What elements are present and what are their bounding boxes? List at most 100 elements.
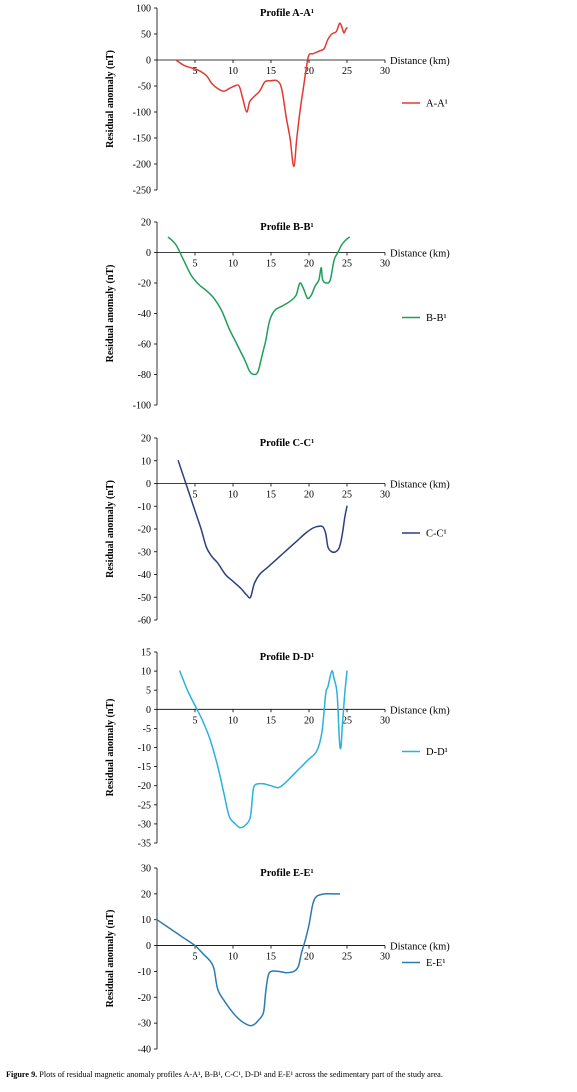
caption-label: Figure 9.: [6, 1070, 38, 1079]
x-tick-label: 20: [304, 715, 314, 726]
y-tick-label: -30: [138, 1019, 151, 1030]
series-line-1: [177, 460, 348, 599]
y-axis-label: Residual anomaly (nT): [105, 699, 116, 797]
y-tick-label: -250: [133, 186, 151, 197]
legend-label: B-B¹: [426, 313, 447, 324]
x-tick-label: 25: [342, 952, 352, 963]
x-tick-label: 30: [380, 66, 390, 77]
y-tick-label: -5: [143, 724, 151, 735]
x-tick-label: 15: [266, 952, 276, 963]
y-tick-label: 0: [146, 705, 151, 716]
x-tick-label: 20: [304, 952, 314, 963]
x-axis-label: Distance (km): [390, 705, 450, 716]
y-tick-label: -100: [133, 108, 151, 119]
x-tick-label: 10: [228, 952, 238, 963]
x-tick-label: 10: [228, 259, 238, 270]
x-tick-label: 5: [193, 715, 198, 726]
x-tick-label: 15: [266, 259, 276, 270]
y-tick-label: -40: [138, 1045, 151, 1056]
x-axis-label: Distance (km): [390, 56, 450, 67]
y-tick-label: -20: [138, 525, 151, 536]
x-tick-label: 5: [193, 259, 198, 270]
chart-title: Profile C-C¹: [260, 438, 315, 449]
y-tick-label: -80: [138, 370, 151, 381]
chart-4: 15 10 5 0 -5 -10 -15 -20 -25 -30 -35 5 10 15 20 25 30Dis…: [105, 648, 450, 850]
x-tick-label: 25: [342, 715, 352, 726]
y-tick-label: -200: [133, 160, 151, 171]
series-line-1: [156, 892, 341, 1027]
y-tick-label: -20: [138, 279, 151, 290]
x-tick-label: 10: [228, 490, 238, 501]
chart-1: 100 50 0 -50 -100 -150 -200 -250 5 10 15 20 25 30Dist…: [105, 4, 450, 197]
legend-label: C-C¹: [426, 529, 447, 540]
figure-caption: Figure 9. Plots of residual magnetic ano…: [6, 1069, 574, 1080]
legend-label: A-A¹: [426, 99, 448, 110]
x-tick-label: 5: [193, 952, 198, 963]
y-tick-label: 10: [141, 667, 151, 678]
y-tick-label: 0: [146, 479, 151, 490]
y-tick-label: -10: [138, 743, 151, 754]
x-axis-label: Distance (km): [390, 480, 450, 491]
y-tick-label: 20: [141, 434, 151, 445]
y-tick-label: -40: [138, 570, 151, 581]
y-tick-label: -35: [138, 839, 151, 850]
y-tick-label: -25: [138, 800, 151, 811]
x-tick-label: 20: [304, 490, 314, 501]
y-tick-label: 20: [141, 889, 151, 900]
y-axis-label: Residual anomaly (nT): [105, 480, 116, 578]
y-tick-label: -50: [138, 593, 151, 604]
y-tick-label: -150: [133, 134, 151, 145]
x-tick-label: 10: [228, 715, 238, 726]
y-tick-label: 0: [146, 56, 151, 67]
chart-title: Profile B-B¹: [260, 222, 313, 233]
x-tick-label: 25: [342, 66, 352, 77]
chart-title: Profile E-E¹: [260, 868, 313, 879]
chart-title: Profile A-A¹: [260, 8, 314, 19]
x-tick-label: 20: [304, 259, 314, 270]
y-tick-label: 5: [146, 686, 151, 697]
x-tick-label: 20: [304, 66, 314, 77]
y-tick-label: 100: [136, 4, 151, 15]
x-tick-label: 10: [228, 66, 238, 77]
x-tick-label: 15: [266, 715, 276, 726]
x-tick-label: 15: [266, 490, 276, 501]
y-tick-label: -20: [138, 781, 151, 792]
y-tick-label: 50: [141, 30, 151, 41]
y-tick-label: 0: [146, 248, 151, 259]
x-tick-label: 25: [342, 259, 352, 270]
y-axis-label: Residual anomaly (nT): [105, 50, 116, 148]
x-tick-label: 15: [266, 66, 276, 77]
y-axis-label: Residual anomaly (nT): [105, 265, 116, 363]
x-tick-label: 5: [193, 66, 198, 77]
y-tick-label: -50: [138, 82, 151, 93]
x-tick-label: 30: [380, 715, 390, 726]
y-tick-label: -60: [138, 616, 151, 627]
y-tick-label: -30: [138, 819, 151, 830]
y-tick-label: 15: [141, 648, 151, 659]
y-tick-label: 10: [141, 915, 151, 926]
x-tick-label: 25: [342, 490, 352, 501]
x-tick-label: 30: [380, 259, 390, 270]
y-tick-label: 0: [146, 941, 151, 952]
series-line-1: [167, 236, 351, 376]
caption-text: Plots of residual magnetic anomaly profi…: [37, 1070, 443, 1079]
x-axis-label: Distance (km): [390, 249, 450, 260]
x-tick-label: 5: [193, 490, 198, 501]
y-axis-label: Residual anomaly (nT): [105, 910, 116, 1008]
chart-title: Profile D-D¹: [260, 652, 315, 663]
legend-label: D-D¹: [426, 747, 448, 758]
series-line-1: [175, 22, 348, 168]
chart-3: 20 10 0 -10 -20 -30 -40 -50 -60 5 10 15 20 25 30Distan…: [105, 434, 450, 627]
y-tick-label: -10: [138, 967, 151, 978]
y-tick-label: 20: [141, 218, 151, 229]
y-tick-label: -10: [138, 502, 151, 513]
y-tick-label: -15: [138, 762, 151, 773]
x-tick-label: 30: [380, 490, 390, 501]
legend-label: E-E¹: [426, 958, 445, 969]
y-tick-label: -20: [138, 993, 151, 1004]
x-tick-label: 30: [380, 952, 390, 963]
series-line-1: [179, 670, 348, 829]
